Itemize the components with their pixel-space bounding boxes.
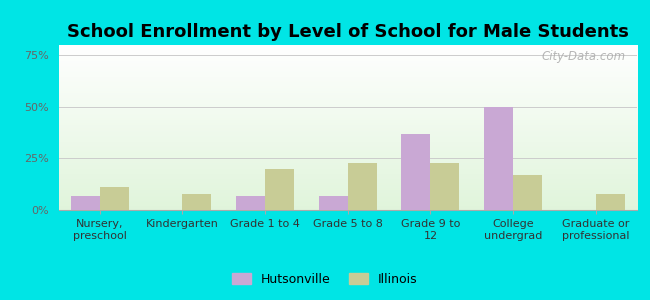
Bar bbox=[348, 163, 377, 210]
Bar bbox=[513, 175, 542, 210]
Bar bbox=[430, 163, 460, 210]
Bar bbox=[402, 134, 430, 210]
Bar bbox=[265, 169, 294, 210]
Bar bbox=[595, 194, 625, 210]
Legend: Hutsonville, Illinois: Hutsonville, Illinois bbox=[227, 268, 422, 291]
Bar bbox=[318, 196, 348, 210]
Bar bbox=[236, 196, 265, 210]
Bar bbox=[183, 194, 211, 210]
Bar bbox=[100, 187, 129, 210]
Bar bbox=[484, 107, 513, 210]
Bar bbox=[71, 196, 100, 210]
Title: School Enrollment by Level of School for Male Students: School Enrollment by Level of School for… bbox=[67, 23, 629, 41]
Text: City-Data.com: City-Data.com bbox=[541, 50, 625, 63]
